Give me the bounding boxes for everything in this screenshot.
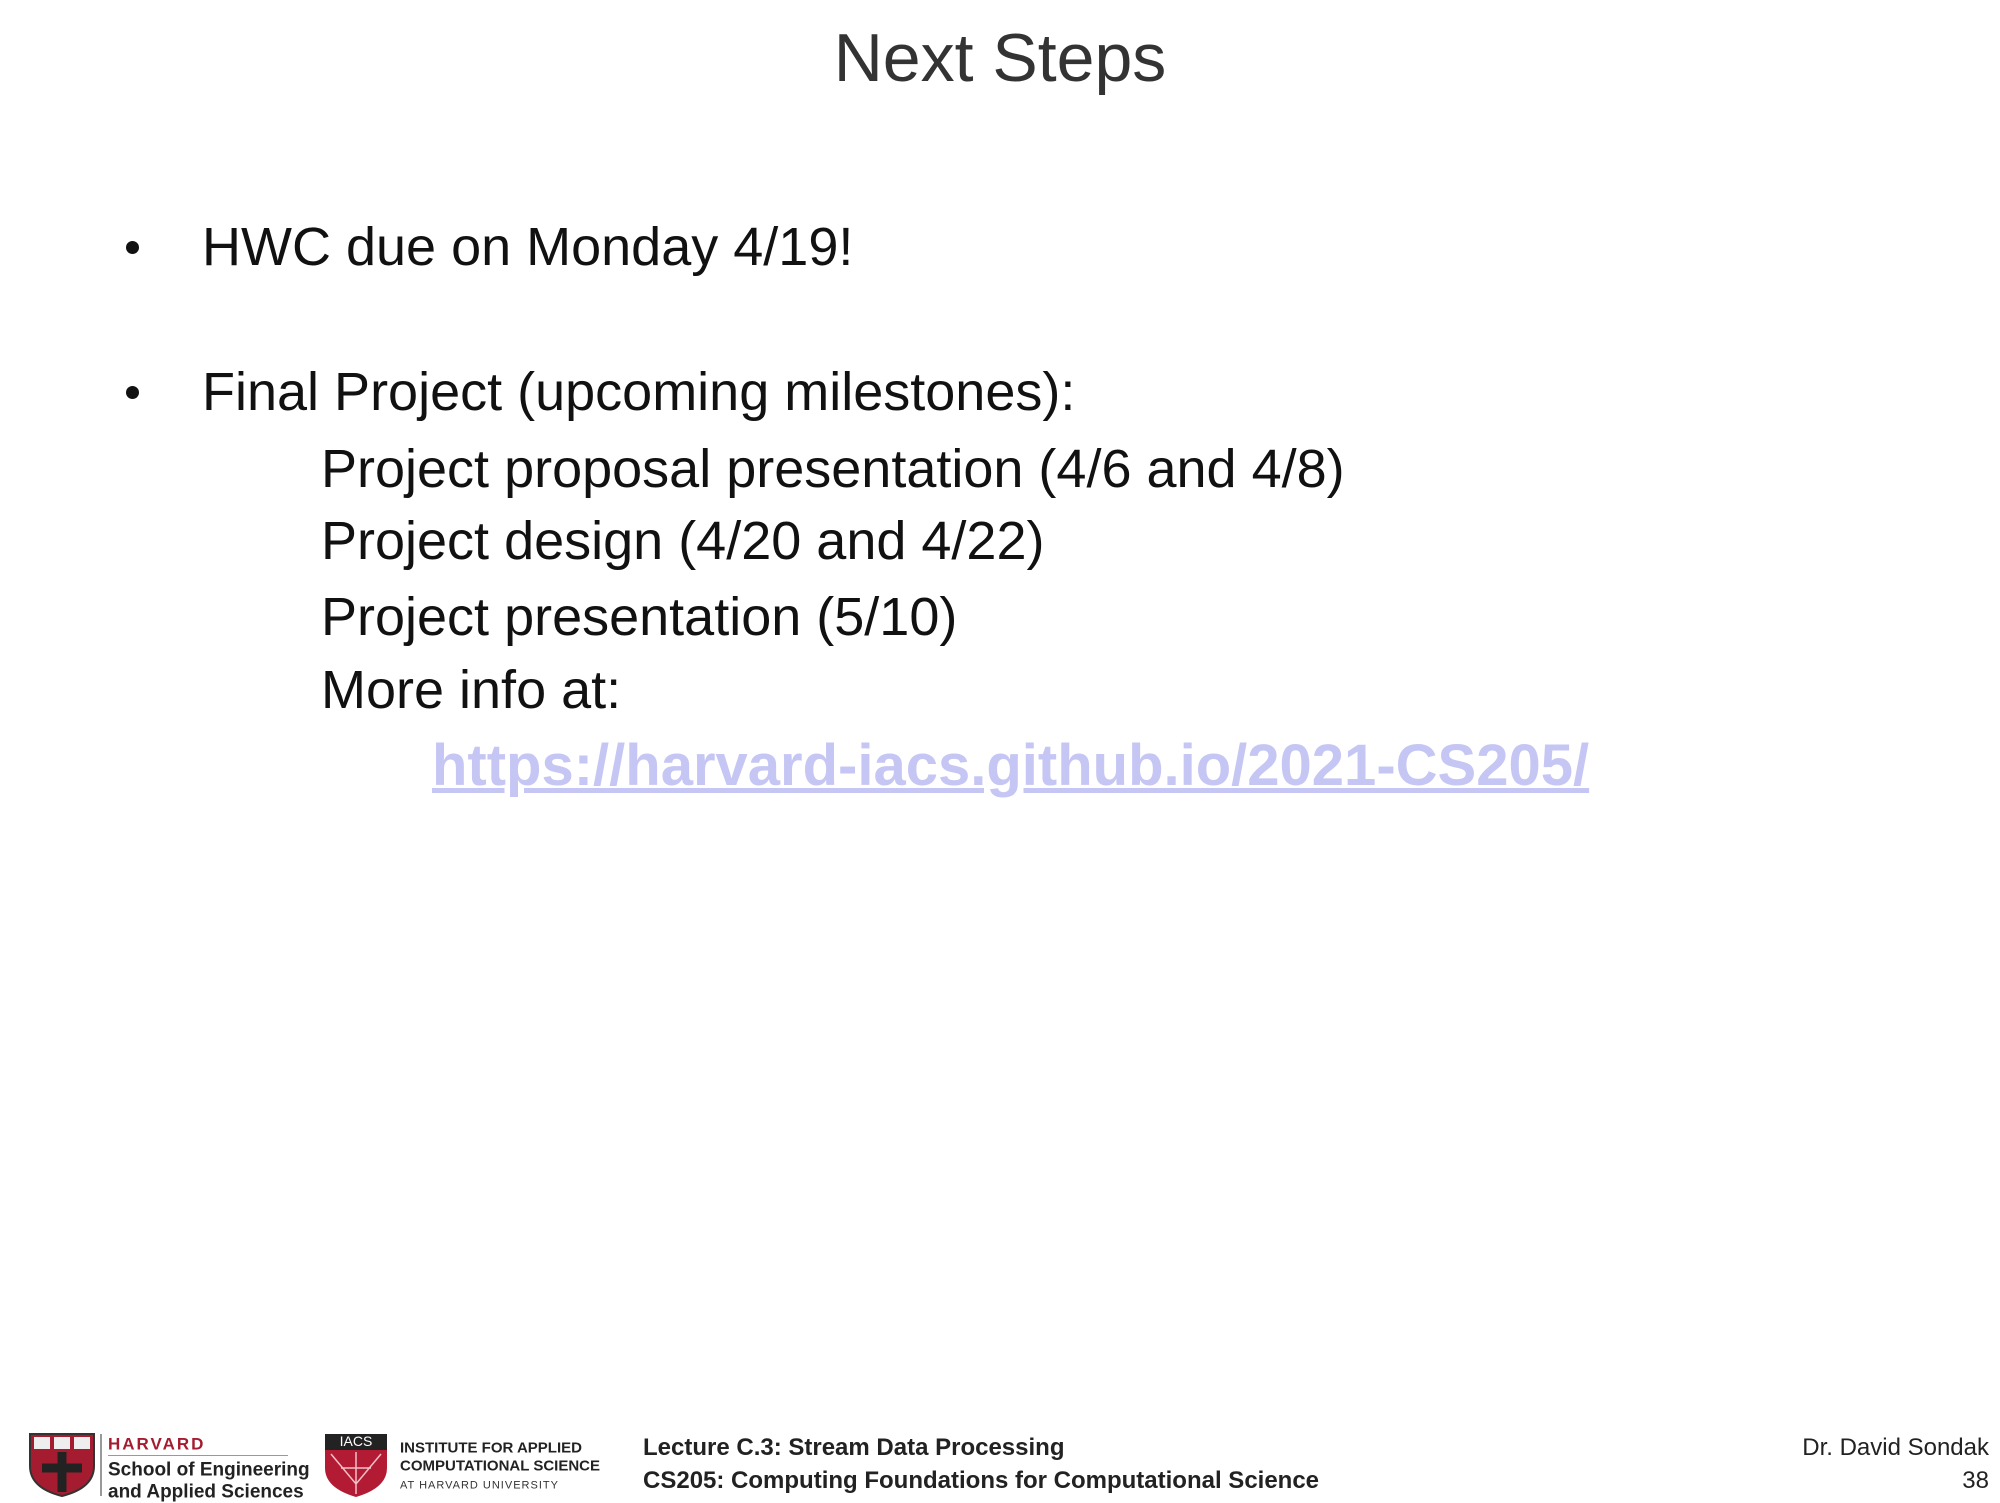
author: Dr. David Sondak bbox=[1802, 1434, 1989, 1461]
iacs-text: AT HARVARD UNIVERSITY bbox=[400, 1479, 559, 1492]
seas-text: and Applied Sciences bbox=[108, 1481, 304, 1503]
seas-text: HARVARD bbox=[108, 1434, 206, 1454]
bullet-dot bbox=[126, 241, 139, 254]
bullet-text: Final Project (upcoming milestones): bbox=[202, 362, 1076, 422]
sub-item: Project proposal presentation (4/6 and 4… bbox=[321, 439, 1345, 499]
seas-text: School of Engineering bbox=[108, 1459, 310, 1481]
slide-title: Next Steps bbox=[833, 20, 1167, 96]
bullet-dot bbox=[126, 386, 139, 399]
sub-item: Project presentation (5/10) bbox=[321, 587, 958, 647]
lecture-title: Lecture C.3: Stream Data Processing bbox=[643, 1434, 1065, 1461]
bullet-text: HWC due on Monday 4/19! bbox=[202, 217, 854, 277]
course-link[interactable]: https://harvard-iacs.github.io/2021-CS20… bbox=[432, 733, 1590, 798]
sub-item: More info at: bbox=[321, 660, 622, 720]
iacs-text: COMPUTATIONAL SCIENCE bbox=[400, 1457, 601, 1475]
iacs-text: INSTITUTE FOR APPLIED bbox=[400, 1439, 582, 1457]
iacs-badge: IACS bbox=[340, 1434, 373, 1449]
course-title: CS205: Computing Foundations for Computa… bbox=[643, 1467, 1320, 1494]
seas-shield bbox=[29, 1433, 95, 1498]
divider bbox=[100, 1434, 102, 1496]
divider bbox=[108, 1455, 288, 1456]
page-number: 38 bbox=[1962, 1467, 1989, 1494]
sub-item: Project design (4/20 and 4/22) bbox=[321, 511, 1045, 571]
iacs-shield: IACS bbox=[325, 1434, 387, 1497]
